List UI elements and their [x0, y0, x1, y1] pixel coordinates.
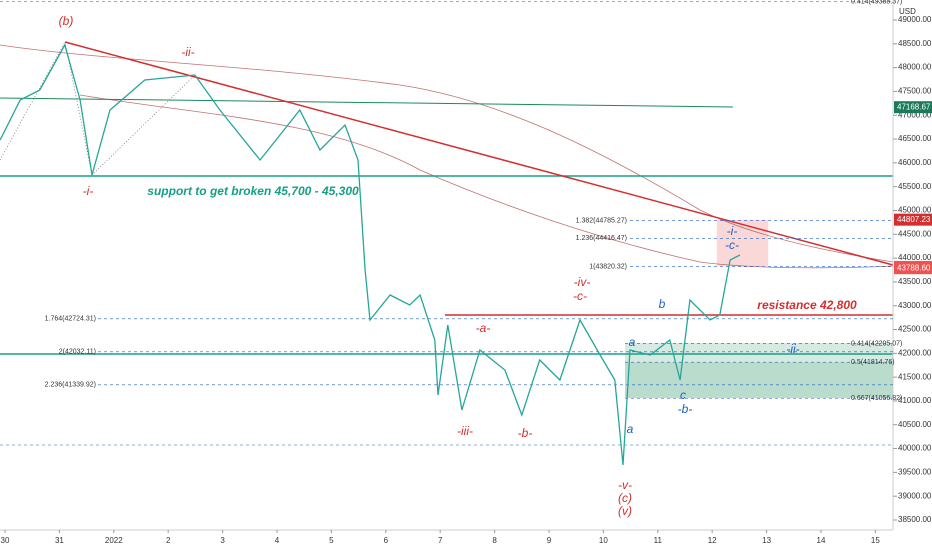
y-tick-label: 46500.00	[898, 134, 932, 143]
target-zone-inner	[625, 362, 893, 398]
fib-label: 0.5(41814.76)	[851, 359, 895, 366]
wave-label: b	[659, 297, 666, 311]
fib-label: 0.414(49388.37)	[851, 0, 902, 5]
y-tick-label: 39500.00	[898, 467, 932, 476]
x-tick-label: 14	[817, 536, 826, 545]
fib-label: 1.236(44416.47)	[576, 235, 627, 242]
y-tick-label: 47500.00	[898, 87, 932, 96]
trend-line	[64, 41, 894, 266]
x-tick-label: 7	[438, 536, 443, 545]
wave-label: -iii-	[457, 424, 473, 438]
wave-label: -i-	[727, 224, 738, 238]
y-tick-label: 47000.00	[898, 110, 932, 119]
x-tick-label: 3	[220, 536, 225, 545]
y-tick-label: 44500.00	[898, 229, 932, 238]
y-tick-label: 45500.00	[898, 182, 932, 191]
wave-label: (b)	[59, 14, 74, 28]
fib-label: 0.414(42205.07)	[851, 340, 902, 347]
y-tick-label: 39000.00	[898, 491, 932, 500]
y-tick-label: 45000.00	[898, 206, 932, 215]
x-tick-label: 30	[1, 536, 10, 545]
x-tick-label: 13	[762, 536, 771, 545]
x-tick-label: 9	[547, 536, 552, 545]
wave-label: -ii-	[786, 342, 799, 356]
wave-label: -b-	[678, 402, 693, 416]
y-tick-label: 38500.00	[898, 515, 932, 524]
y-tick-label: 41000.00	[898, 396, 932, 405]
wave-label: a	[627, 422, 634, 436]
y-tick-label: 40000.00	[898, 444, 932, 453]
wave-label: (v)	[618, 504, 632, 518]
wave-label: -b-	[518, 426, 533, 440]
fib-label: 2(42032.11)	[59, 349, 96, 356]
x-tick-label: 2	[166, 536, 171, 545]
x-tick-label: 8	[492, 536, 497, 545]
fib-label: 0.667(41056.82)	[851, 395, 902, 402]
x-tick-label: 11	[654, 536, 663, 545]
wave-label: a	[629, 335, 636, 349]
wave-label: -v-	[618, 478, 632, 492]
x-tick-label: 6	[384, 536, 389, 545]
wave-label: resistance 42,800	[757, 298, 857, 312]
wave-label: -i-	[83, 184, 94, 198]
y-tick-label: 48000.00	[898, 63, 932, 72]
wave-label: -ii-	[181, 45, 194, 59]
x-tick-label: 31	[55, 536, 64, 545]
price-badge-label: 47168.67	[897, 102, 931, 111]
y-tick-label: 44000.00	[898, 253, 932, 262]
fib-label: 2.236(41339.92)	[45, 382, 96, 389]
wave-label: (c)	[618, 491, 632, 505]
wave-label: -c-	[573, 289, 587, 303]
x-tick-label: 5	[329, 536, 334, 545]
y-tick-label: 40500.00	[898, 420, 932, 429]
moving-average	[0, 44, 894, 263]
y-tick-label: 43500.00	[898, 277, 932, 286]
moving-average	[79, 94, 894, 269]
x-tick-label: 15	[871, 536, 880, 545]
wave-path	[0, 40, 196, 176]
price-badge	[894, 101, 932, 114]
x-tick-label: 4	[275, 536, 280, 545]
y-tick-label: 42000.00	[898, 348, 932, 357]
fib-label: 1.764(42724.31)	[45, 316, 96, 323]
price-badge-label: 44807.23	[897, 215, 931, 224]
x-tick-label: 2022	[105, 536, 123, 545]
wave-label: -c-	[725, 238, 739, 252]
y-tick-label: 41500.00	[898, 372, 932, 381]
y-tick-label: 49000.00	[898, 15, 932, 24]
wave-label: c	[680, 388, 686, 402]
x-tick-label: 10	[599, 536, 608, 545]
price-line	[0, 43, 741, 466]
wave-label: support to get broken 45,700 - 45,300	[147, 184, 359, 198]
currency: USD	[899, 7, 916, 16]
target-zone	[625, 343, 893, 398]
fib-label: 1(43820.32)	[589, 263, 627, 270]
price-badge-label: 43788.60	[897, 263, 931, 272]
y-tick-label: 42500.00	[898, 325, 932, 334]
wave-label: -a-	[476, 321, 491, 335]
y-tick-label: 48500.00	[898, 39, 932, 48]
wave-label: -iv-	[574, 275, 591, 289]
y-tick-label: 43000.00	[898, 301, 932, 310]
price-badge	[894, 262, 932, 275]
fib-label: 1.382(44785.27)	[576, 218, 627, 225]
price-badge	[894, 213, 932, 226]
x-tick-label: 12	[708, 536, 717, 545]
y-tick-label: 46000.00	[898, 158, 932, 167]
